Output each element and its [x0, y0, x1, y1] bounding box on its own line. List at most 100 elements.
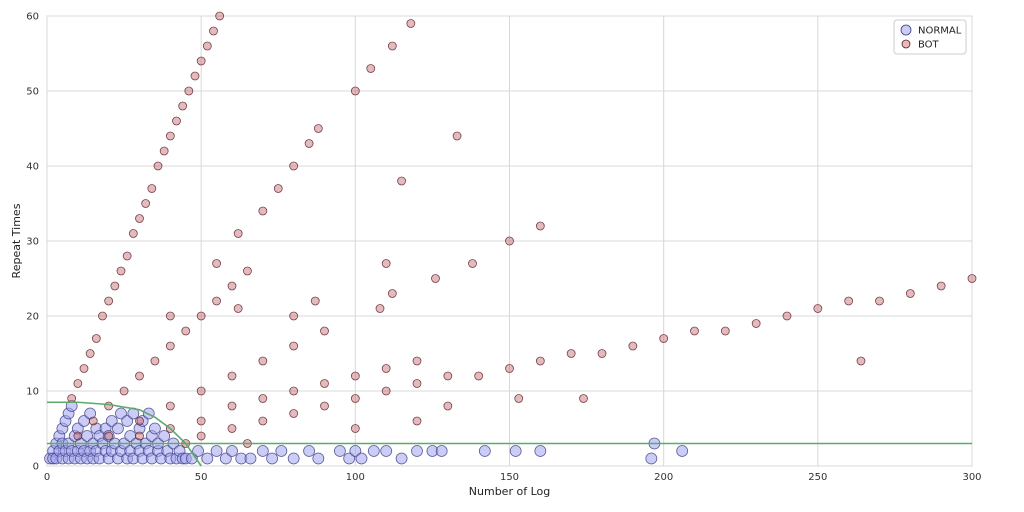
point-bot — [190, 71, 200, 81]
y-tick-label: 0 — [33, 462, 39, 473]
point-bot — [720, 326, 730, 336]
y-tick-label: 10 — [26, 387, 39, 398]
point-bot — [289, 386, 299, 396]
point-bot — [320, 379, 329, 388]
legend-marker-normal — [900, 24, 912, 36]
point-bot — [289, 311, 299, 321]
point-normal — [158, 430, 171, 442]
point-bot — [579, 394, 588, 403]
y-tick-label: 20 — [26, 312, 39, 323]
threshold-curve — [47, 401, 202, 467]
point-normal — [312, 452, 325, 465]
point-bot — [172, 116, 181, 126]
point-bot — [967, 274, 977, 283]
x-tick-label: 100 — [346, 472, 365, 483]
point-bot — [452, 131, 462, 141]
point-bot — [88, 416, 98, 426]
y-tick-label: 50 — [26, 87, 39, 98]
point-normal — [435, 445, 448, 457]
point-normal — [149, 422, 161, 435]
point-bot — [381, 386, 391, 396]
point-bot — [128, 229, 138, 238]
point-bot — [181, 326, 191, 336]
point-normal — [355, 452, 368, 465]
point-bot — [104, 431, 114, 441]
point-normal — [380, 445, 393, 457]
point-bot — [258, 394, 268, 403]
point-bot — [122, 251, 132, 261]
point-bot — [273, 184, 283, 193]
point-normal — [112, 422, 124, 435]
point-bot — [690, 326, 699, 336]
point-bot — [85, 349, 95, 358]
point-bot — [313, 124, 323, 133]
point-normal — [645, 452, 658, 465]
x-tick-label: 200 — [654, 472, 673, 483]
point-normal — [65, 400, 78, 412]
point-bot — [243, 266, 252, 276]
point-normal — [287, 452, 300, 465]
point-bot — [535, 356, 545, 366]
point-bot — [289, 341, 299, 351]
point-bot — [135, 431, 144, 441]
point-bot — [289, 409, 299, 418]
legend: NORMAL BOT — [893, 19, 967, 55]
point-bot — [67, 394, 77, 403]
point-bot — [310, 296, 320, 306]
point-normal — [676, 445, 689, 457]
point-bot — [505, 236, 514, 246]
point-bot — [212, 259, 221, 268]
point-bot — [209, 26, 218, 36]
point-bot — [227, 281, 237, 291]
point-bot — [350, 394, 360, 403]
point-normal — [367, 445, 380, 457]
point-bot — [320, 401, 329, 411]
point-bot — [104, 296, 114, 306]
point-bot — [196, 386, 206, 396]
point-bot — [412, 416, 422, 426]
point-normal — [534, 445, 547, 457]
x-tick-label: 50 — [195, 472, 208, 483]
point-bot — [350, 371, 360, 381]
point-normal — [192, 445, 204, 457]
point-bot — [73, 431, 83, 441]
point-bot — [350, 86, 360, 96]
point-normal — [266, 452, 278, 465]
point-bot — [289, 161, 299, 171]
point-bot — [79, 364, 89, 373]
point-bot — [412, 379, 422, 388]
point-bot — [813, 304, 823, 313]
point-bot — [412, 356, 422, 366]
point-bot — [196, 56, 206, 66]
point-bot — [147, 184, 157, 193]
point-normal — [275, 445, 288, 457]
point-normal — [411, 445, 423, 457]
point-bot — [98, 311, 107, 321]
point-normal — [478, 445, 491, 457]
point-bot — [104, 401, 114, 411]
point-bot — [135, 371, 144, 381]
point-bot — [165, 311, 175, 321]
point-bot — [505, 364, 514, 373]
point-bot — [936, 281, 946, 291]
x-tick-label: 250 — [808, 472, 827, 483]
legend-label-normal: NORMAL — [918, 26, 962, 37]
point-bot — [212, 296, 221, 306]
point-bot — [387, 41, 397, 51]
point-bot — [782, 311, 792, 321]
point-bot — [381, 364, 391, 373]
point-bot — [258, 356, 268, 366]
point-bot — [875, 296, 884, 306]
point-bot — [406, 19, 416, 28]
point-bot — [196, 431, 206, 441]
point-bot — [514, 394, 524, 403]
point-bot — [135, 416, 144, 426]
point-bot — [233, 304, 243, 313]
point-bot — [159, 146, 169, 156]
point-bot — [150, 356, 160, 366]
point-bot — [856, 356, 866, 366]
y-tick-label: 60 — [26, 12, 39, 23]
point-bot — [443, 401, 453, 411]
point-bot — [141, 199, 151, 208]
